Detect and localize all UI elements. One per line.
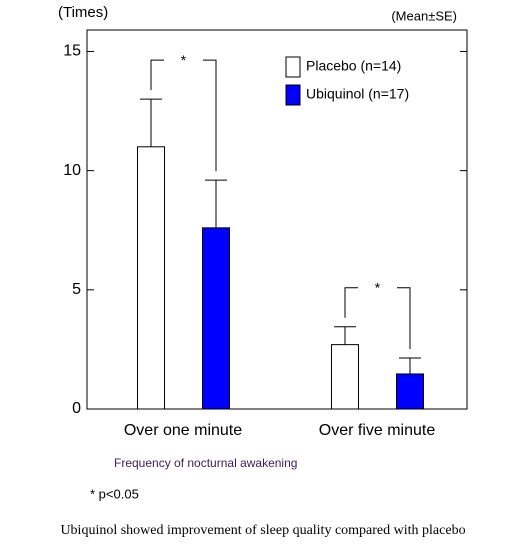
caption: Ubiquinol showed improvement of sleep qu… <box>60 523 465 538</box>
y-tick-label: 0 <box>72 400 81 417</box>
footnote: * p<0.05 <box>90 486 139 501</box>
y-tick-label: 15 <box>63 43 81 60</box>
y-tick-label: 10 <box>63 162 81 179</box>
y-axis-label: (Times) <box>58 4 108 21</box>
legend-label: Ubiquinol (n=17) <box>306 86 409 102</box>
significance-bracket <box>150 59 217 172</box>
x-axis-label: Frequency of nocturnal awakening <box>114 456 297 470</box>
significance-label: * <box>375 279 381 295</box>
legend-swatch <box>285 84 301 106</box>
plot-frame <box>86 29 468 410</box>
y-tick-label: 5 <box>72 281 81 298</box>
bar <box>202 227 230 410</box>
x-tick-label: Over five minute <box>319 422 436 439</box>
legend-label: Placebo (n=14) <box>306 58 401 74</box>
legend-swatch <box>285 56 301 78</box>
x-tick-label: Over one minute <box>124 422 242 439</box>
bar <box>396 373 424 410</box>
significance-bracket <box>344 287 411 349</box>
note: (Mean±SE) <box>391 8 457 23</box>
significance-label: * <box>181 52 187 68</box>
bar <box>331 344 359 410</box>
bar <box>137 146 165 410</box>
